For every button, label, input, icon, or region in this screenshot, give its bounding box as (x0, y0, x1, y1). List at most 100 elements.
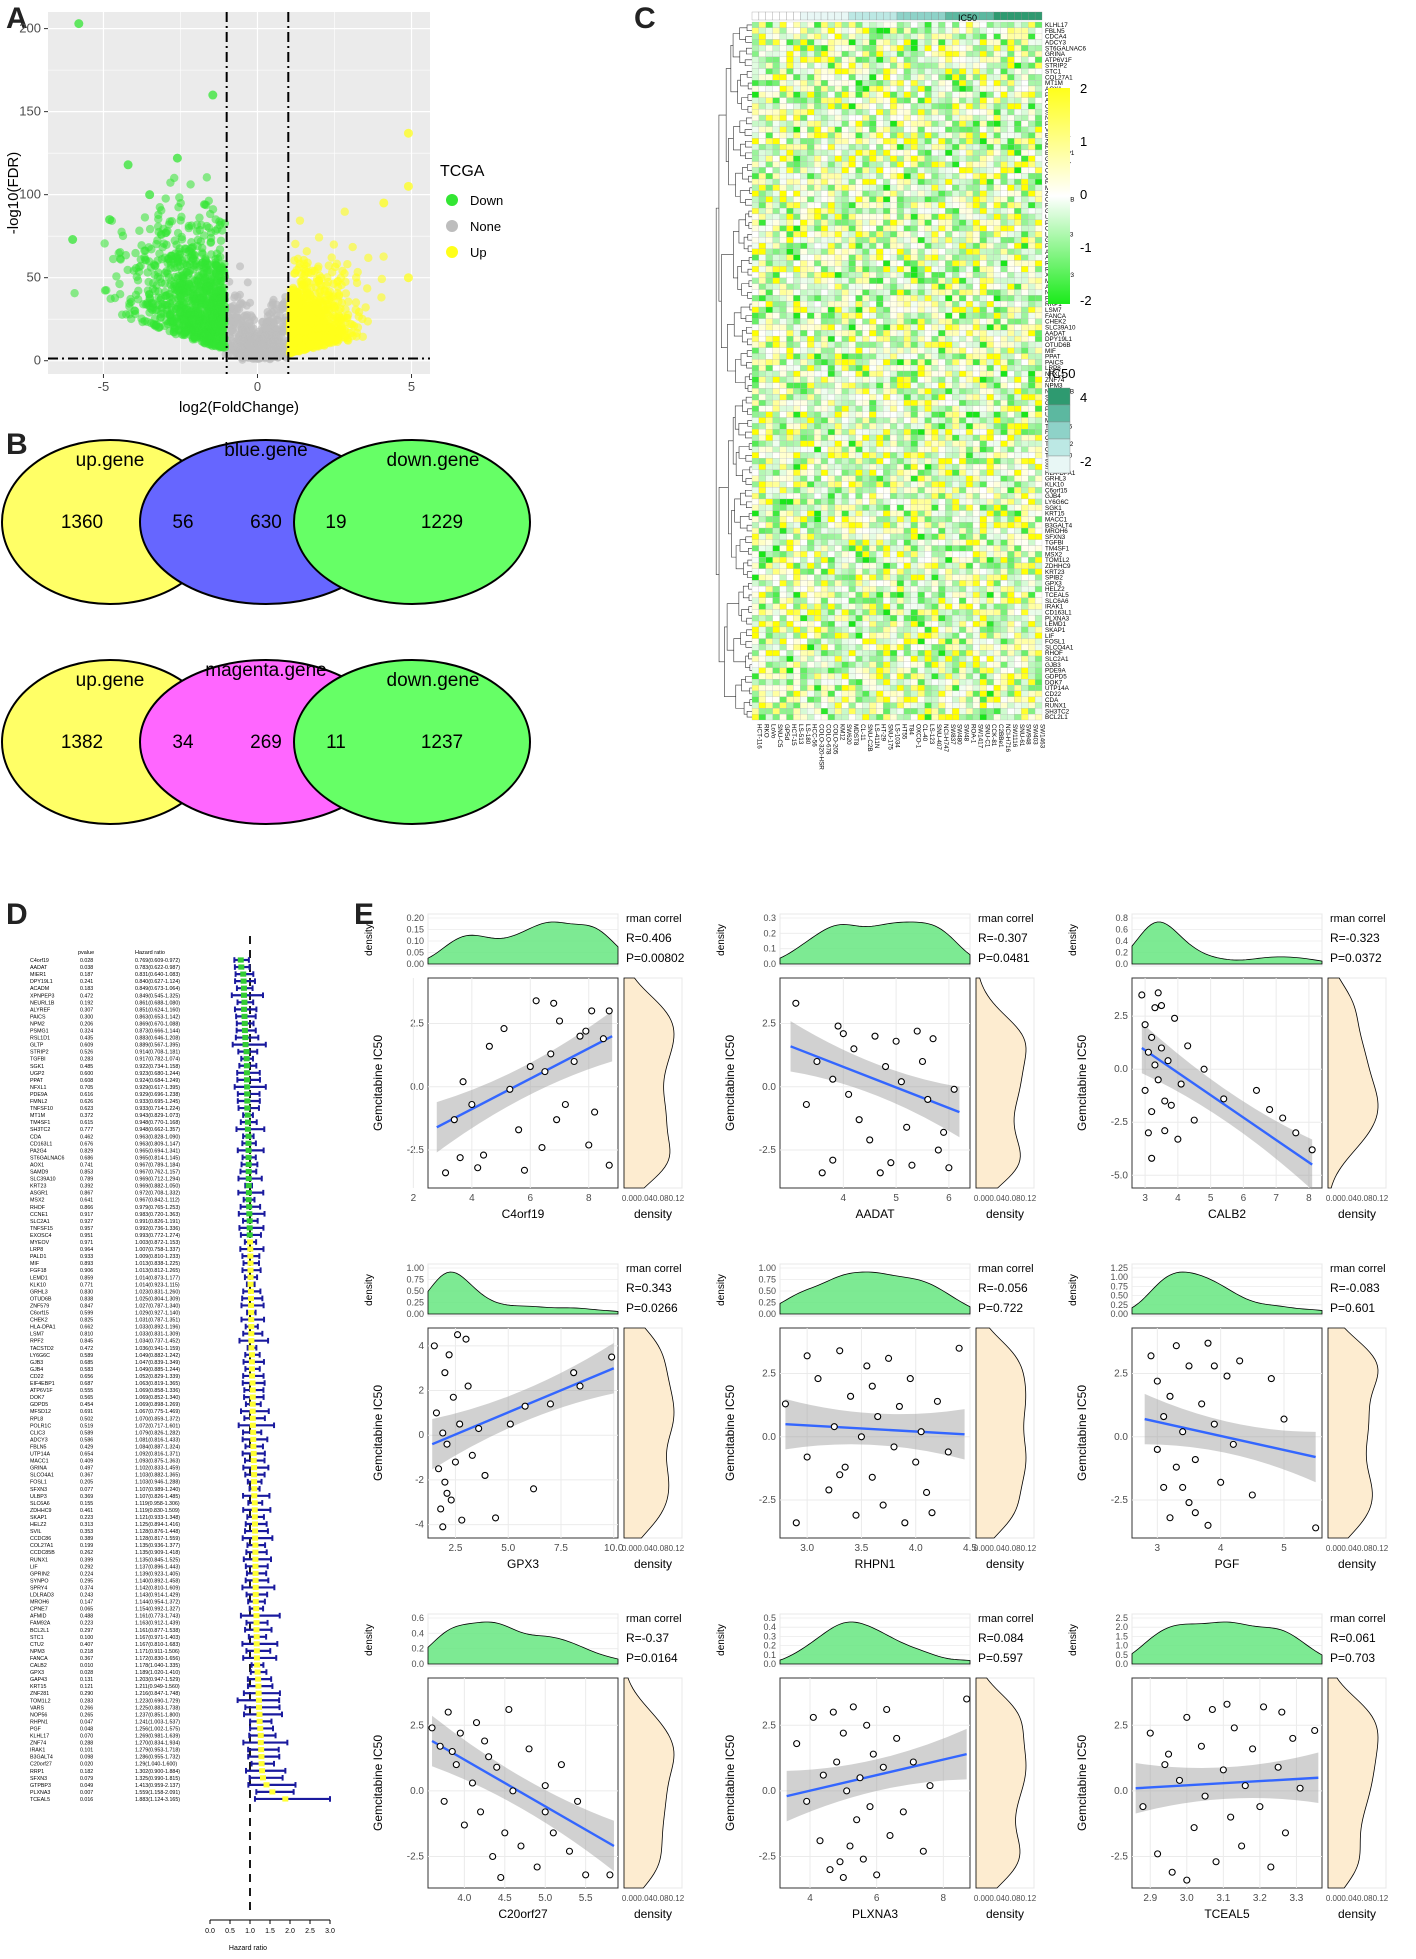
heatmap-cell (938, 301, 945, 307)
heatmap-cell (952, 237, 959, 243)
heatmap-cell (959, 80, 966, 86)
heatmap-cell (987, 330, 994, 336)
heatmap-cell (759, 22, 766, 28)
heatmap-cell (883, 307, 890, 313)
heatmap-cell (1014, 284, 1021, 290)
heatmap-cell (821, 80, 828, 86)
heatmap-cell (752, 255, 759, 261)
heatmap-cell (925, 295, 932, 301)
heatmap-cell (835, 115, 842, 121)
heatmap-cell (849, 51, 856, 57)
heatmap-cell (862, 86, 869, 92)
heatmap-cell (842, 127, 849, 133)
volcano-point-up (291, 240, 299, 248)
heatmap-cell (793, 109, 800, 115)
heatmap-cell (807, 342, 814, 348)
heatmap-cell (766, 173, 773, 179)
heatmap-cell (1035, 231, 1042, 237)
heatmap-cell (1001, 313, 1008, 319)
heatmap-cell (925, 51, 932, 57)
heatmap-cell (780, 103, 787, 109)
heatmap-cell (911, 226, 918, 232)
heatmap-cell (793, 74, 800, 80)
heatmap-cell (780, 185, 787, 191)
heatmap-cell (890, 231, 897, 237)
heatmap-cell (952, 243, 959, 249)
heatmap-cell (842, 156, 849, 162)
heatmap-cell (925, 313, 932, 319)
heatmap-cell (1007, 249, 1014, 255)
heatmap-cell (1021, 237, 1028, 243)
volcano-point-none (238, 337, 246, 345)
heatmap-cell (828, 301, 835, 307)
heatmap-cell (973, 336, 980, 342)
heatmap-cell (842, 74, 849, 80)
heatmap-cell (849, 348, 856, 354)
heatmap-cell (842, 179, 849, 185)
heatmap-cell (1028, 202, 1035, 208)
heatmap-cell (869, 162, 876, 168)
heatmap-cell (800, 133, 807, 139)
heatmap-cell (807, 109, 814, 115)
heatmap-cell (1035, 324, 1042, 330)
heatmap-cell (959, 167, 966, 173)
heatmap-cell (780, 150, 787, 156)
heatmap-cell (911, 63, 918, 69)
heatmap-cell (911, 167, 918, 173)
volcano-point-down (112, 272, 120, 280)
heatmap-cell (987, 307, 994, 313)
heatmap-cell (1007, 127, 1014, 133)
heatmap-cell (994, 313, 1001, 319)
heatmap-cell (890, 307, 897, 313)
heatmap-cell (911, 69, 918, 75)
heatmap-cell (856, 173, 863, 179)
heatmap-cell (911, 307, 918, 313)
heatmap-cell (759, 208, 766, 214)
volcano-point-down (172, 241, 180, 249)
heatmap-cell (1001, 226, 1008, 232)
heatmap-cell (856, 202, 863, 208)
heatmap-cell (787, 243, 794, 249)
heatmap-cell (849, 220, 856, 226)
heatmap-dendrogram-branch (745, 490, 752, 496)
heatmap-cell (849, 74, 856, 80)
heatmap-dendrogram-branch (719, 115, 726, 301)
heatmap-cell (849, 226, 856, 232)
heatmap-cell (890, 127, 897, 133)
volcano-point-down (134, 287, 142, 295)
heatmap-cell (938, 138, 945, 144)
heatmap-cell (759, 243, 766, 249)
heatmap-cell (862, 185, 869, 191)
heatmap-cell (987, 260, 994, 266)
heatmap-cell (869, 80, 876, 86)
heatmap-cell (876, 127, 883, 133)
heatmap-cell (773, 208, 780, 214)
heatmap-cell (766, 284, 773, 290)
heatmap-cell (835, 319, 842, 325)
heatmap-cell (1001, 295, 1008, 301)
heatmap-cell (945, 319, 952, 325)
volcano-point-down (135, 227, 143, 235)
heatmap-cell (807, 243, 814, 249)
heatmap-cell (1014, 144, 1021, 150)
heatmap-cell (904, 278, 911, 284)
heatmap-cell (842, 313, 849, 319)
heatmap-cell (959, 301, 966, 307)
heatmap-cell (987, 167, 994, 173)
heatmap-cell (787, 295, 794, 301)
heatmap-cell (980, 255, 987, 261)
heatmap-cell (862, 138, 869, 144)
heatmap-cell (925, 249, 932, 255)
venn-2-label-up: up.gene (76, 670, 145, 691)
heatmap-cell (807, 28, 814, 34)
heatmap-cell (793, 336, 800, 342)
heatmap-cell (883, 144, 890, 150)
heatmap-cell (862, 121, 869, 127)
heatmap-cell (987, 121, 994, 127)
heatmap-cell (945, 63, 952, 69)
heatmap-cell (1014, 260, 1021, 266)
heatmap-cell (1035, 272, 1042, 278)
heatmap-cell (980, 336, 987, 342)
heatmap-cell (787, 150, 794, 156)
heatmap-cell (869, 69, 876, 75)
